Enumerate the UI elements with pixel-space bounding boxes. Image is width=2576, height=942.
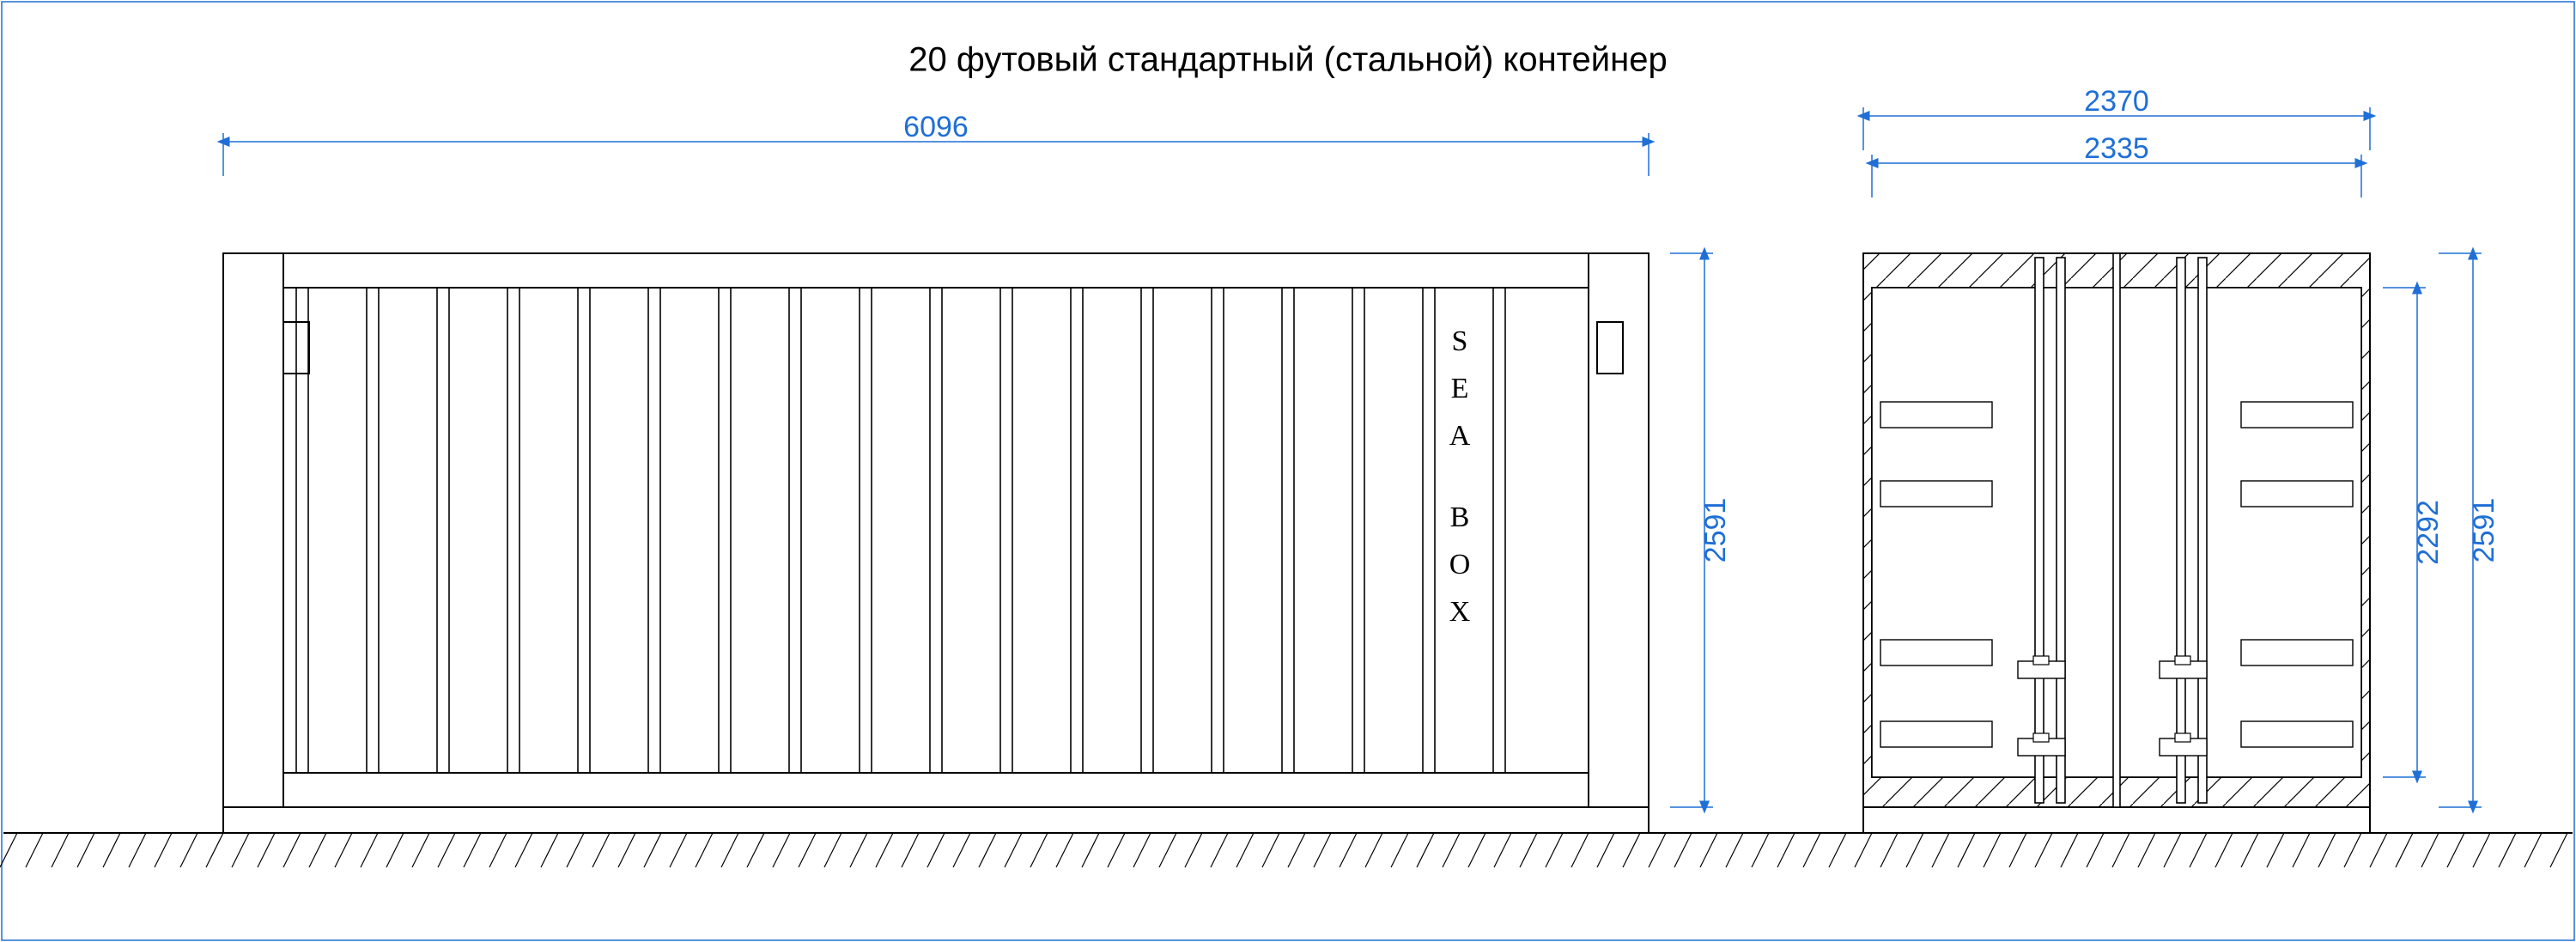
sea-box-letter: B <box>1450 501 1470 533</box>
sea-box-letter: S <box>1452 325 1468 357</box>
sea-box-letter: E <box>1451 373 1469 404</box>
svg-text:2591: 2591 <box>2468 498 2500 563</box>
sea-box-letter: A <box>1449 420 1471 452</box>
front-view <box>1863 253 2370 833</box>
ground <box>0 833 2573 867</box>
title: 20 футовый стандартный (стальной) контей… <box>908 41 1667 79</box>
svg-text:2370: 2370 <box>2084 85 2149 118</box>
side-view: SEA BOX <box>223 253 1649 833</box>
svg-text:2591: 2591 <box>1699 498 1732 563</box>
sea-box-letter: X <box>1449 596 1471 628</box>
svg-text:2292: 2292 <box>2412 500 2445 565</box>
sea-box-letter: O <box>1449 549 1471 580</box>
svg-text:2335: 2335 <box>2084 132 2149 165</box>
svg-text:6096: 6096 <box>903 111 969 143</box>
